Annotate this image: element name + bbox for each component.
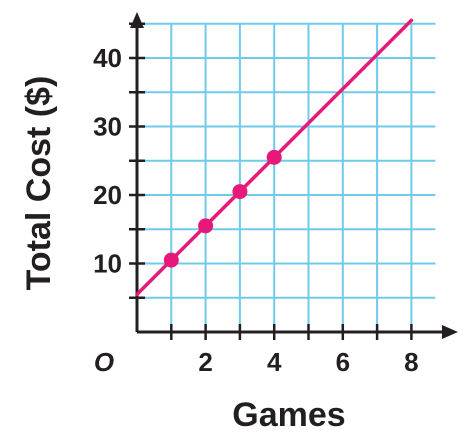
y-tick-label: 10 [93,249,122,279]
y-tick-label: 40 [93,43,122,73]
x-tick-label: 4 [267,347,282,377]
y-axis-arrow [130,12,144,28]
labels: O Games Total Cost ($) 2 4 6 8 10 20 30 40 [20,43,419,434]
x-axis-title: Games [232,396,345,434]
x-tick-label: 8 [404,347,418,377]
data-point [163,252,179,268]
origin-label: O [94,347,114,377]
y-axis-title: Total Cost ($) [20,76,58,291]
data-layer [135,18,414,297]
x-tick-label: 6 [336,347,350,377]
y-tick-label: 30 [93,112,122,142]
x-axis-arrow [442,325,458,339]
axes [129,12,458,340]
y-tick-label: 20 [93,180,122,210]
data-point [266,149,282,165]
data-point [198,218,214,234]
grid [137,22,436,332]
data-point [232,184,248,200]
x-tick-label: 2 [198,347,212,377]
